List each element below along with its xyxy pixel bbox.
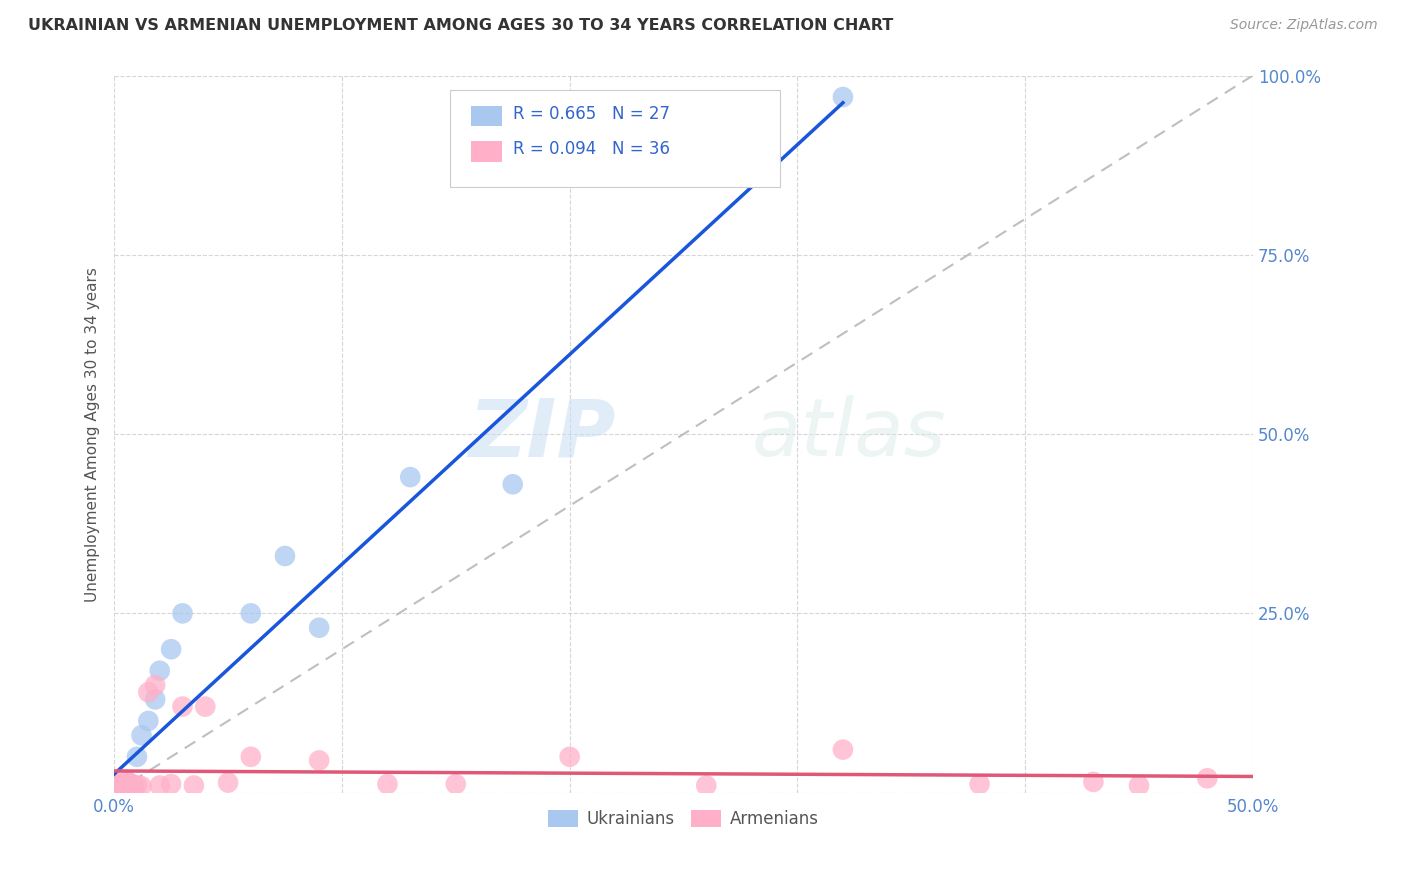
- Point: [131, 779, 153, 793]
- Point: [114, 777, 136, 791]
- Point: [377, 777, 399, 791]
- Point: [969, 777, 991, 791]
- Point: [121, 779, 143, 793]
- Point: [117, 781, 139, 796]
- Text: Source: ZipAtlas.com: Source: ZipAtlas.com: [1230, 18, 1378, 32]
- Text: R = 0.665   N = 27: R = 0.665 N = 27: [513, 104, 669, 122]
- Point: [112, 777, 135, 791]
- Point: [105, 782, 128, 797]
- Point: [160, 777, 183, 791]
- Point: [117, 775, 139, 789]
- Text: R = 0.094   N = 36: R = 0.094 N = 36: [513, 140, 669, 159]
- Point: [1197, 772, 1219, 786]
- Point: [502, 477, 524, 491]
- Point: [138, 685, 160, 699]
- Point: [110, 779, 132, 793]
- Legend: Ukrainians, Armenians: Ukrainians, Armenians: [541, 803, 825, 835]
- Point: [120, 779, 142, 793]
- Point: [110, 781, 132, 796]
- Point: [107, 777, 129, 791]
- Point: [239, 749, 262, 764]
- Point: [149, 664, 172, 678]
- Text: ZIP: ZIP: [468, 395, 616, 473]
- Point: [112, 780, 135, 794]
- Bar: [471, 142, 502, 161]
- Point: [107, 780, 129, 795]
- Point: [114, 780, 136, 795]
- FancyBboxPatch shape: [450, 90, 780, 186]
- Point: [114, 780, 136, 794]
- Bar: [471, 105, 502, 126]
- Point: [124, 780, 146, 794]
- Point: [194, 699, 217, 714]
- Point: [239, 607, 262, 621]
- Point: [308, 753, 330, 767]
- Point: [121, 777, 143, 791]
- Point: [117, 775, 139, 789]
- Point: [131, 728, 153, 742]
- Point: [308, 621, 330, 635]
- Point: [1083, 775, 1105, 789]
- Point: [112, 781, 135, 796]
- Point: [110, 780, 132, 794]
- Text: atlas: atlas: [752, 395, 946, 473]
- Point: [399, 470, 422, 484]
- Point: [183, 779, 205, 793]
- Point: [143, 692, 166, 706]
- Point: [172, 699, 194, 714]
- Point: [160, 642, 183, 657]
- Point: [138, 714, 160, 728]
- Point: [117, 779, 139, 793]
- Point: [274, 549, 297, 563]
- Point: [125, 779, 148, 793]
- Point: [172, 607, 194, 621]
- Point: [120, 779, 142, 793]
- Point: [217, 775, 239, 789]
- Point: [112, 775, 135, 789]
- Point: [558, 749, 581, 764]
- Point: [695, 779, 717, 793]
- Point: [149, 779, 172, 793]
- Point: [110, 782, 132, 797]
- Point: [143, 678, 166, 692]
- Point: [105, 782, 128, 797]
- Point: [110, 779, 132, 793]
- Point: [444, 777, 467, 791]
- Point: [105, 779, 128, 793]
- Y-axis label: Unemployment Among Ages 30 to 34 years: Unemployment Among Ages 30 to 34 years: [86, 267, 100, 601]
- Point: [832, 742, 855, 756]
- Point: [832, 90, 855, 104]
- Point: [114, 782, 136, 797]
- Point: [107, 780, 129, 794]
- Text: UKRAINIAN VS ARMENIAN UNEMPLOYMENT AMONG AGES 30 TO 34 YEARS CORRELATION CHART: UKRAINIAN VS ARMENIAN UNEMPLOYMENT AMONG…: [28, 18, 893, 33]
- Point: [1128, 779, 1150, 793]
- Point: [107, 783, 129, 797]
- Point: [125, 749, 148, 764]
